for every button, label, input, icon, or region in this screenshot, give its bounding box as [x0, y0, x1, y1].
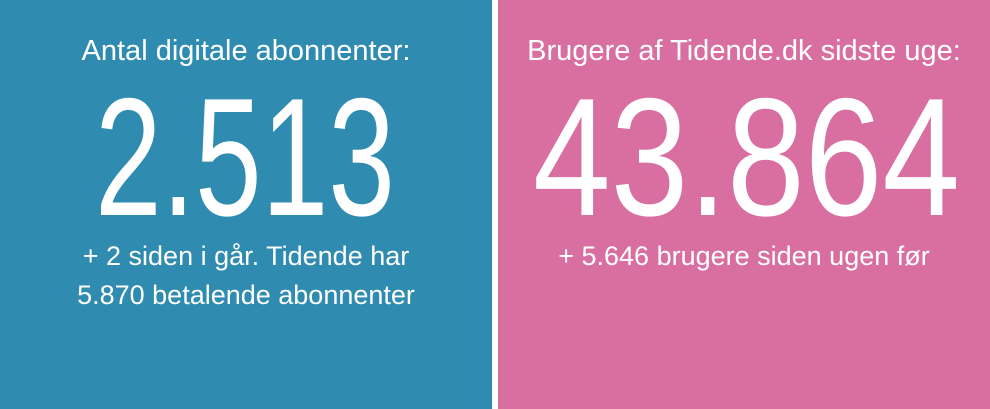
panel-number: 43.864 — [533, 63, 960, 251]
panel-left — [0, 0, 492, 409]
panel-subtitle: + 2 siden i går. Tidende har — [83, 241, 409, 271]
panel-subtitle: 5.870 betalende abonnenter — [77, 280, 415, 310]
panel-right — [498, 0, 990, 409]
panel-number: 2.513 — [95, 63, 395, 251]
panel-subtitle: + 5.646 brugere siden ugen før — [558, 241, 930, 271]
panel-title: Brugere af Tidende.dk sidste uge: — [527, 35, 961, 67]
panel-title: Antal digitale abonnenter: — [82, 35, 411, 67]
